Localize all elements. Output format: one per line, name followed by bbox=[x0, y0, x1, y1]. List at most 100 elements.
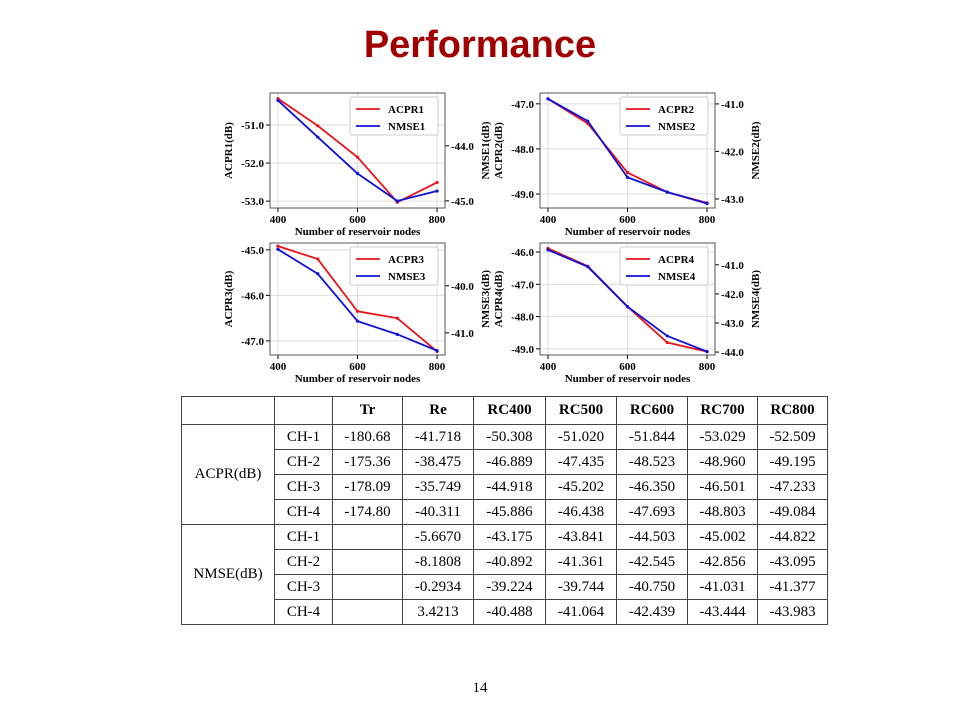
value-cell: -49.084 bbox=[757, 499, 828, 525]
value-cell: -48.803 bbox=[687, 499, 758, 525]
y-axis-label: ACPR1(dB) bbox=[223, 122, 235, 179]
y-right-tick-label: -43.0 bbox=[721, 194, 744, 206]
value-cell: -42.856 bbox=[687, 549, 758, 575]
value-cell: -39.744 bbox=[545, 574, 617, 600]
value-cell: -45.202 bbox=[545, 474, 617, 500]
value-cell: -174.80 bbox=[332, 499, 403, 525]
data-point bbox=[355, 319, 360, 323]
value-cell: -47.435 bbox=[545, 449, 617, 475]
value-cell: -41.064 bbox=[545, 599, 617, 625]
y-tick-label: -45.0 bbox=[241, 245, 264, 257]
data-point bbox=[316, 124, 320, 128]
value-cell: -43.175 bbox=[473, 524, 546, 550]
y-right-tick-label: -41.0 bbox=[721, 99, 744, 111]
legend-label: NMSE4 bbox=[658, 271, 696, 283]
value-cell: -46.889 bbox=[473, 449, 546, 475]
data-point bbox=[586, 265, 590, 269]
x-tick-label: 600 bbox=[349, 214, 366, 226]
column-header: RC400 bbox=[473, 396, 546, 425]
y-tick-label: -46.0 bbox=[511, 247, 534, 259]
plot-frame bbox=[269, 242, 446, 356]
value-cell: -44.503 bbox=[616, 524, 688, 550]
channel-cell: CH-2 bbox=[274, 449, 333, 475]
data-point bbox=[395, 316, 399, 320]
y-tick-label: -51.0 bbox=[241, 120, 264, 132]
column-header: RC600 bbox=[616, 396, 688, 425]
x-tick-label: 600 bbox=[619, 361, 636, 373]
value-cell: -41.377 bbox=[757, 574, 828, 600]
y-right-tick-label: -42.0 bbox=[721, 289, 744, 301]
x-tick-label: 800 bbox=[429, 214, 446, 226]
data-point bbox=[546, 97, 550, 101]
data-point bbox=[316, 135, 320, 139]
y-tick-label: -47.0 bbox=[241, 336, 264, 348]
value-cell: -41.718 bbox=[402, 424, 474, 450]
data-point bbox=[665, 190, 669, 194]
x-tick-label: 400 bbox=[540, 361, 557, 373]
column-header: Tr bbox=[332, 396, 403, 425]
y-right-tick-label: -42.0 bbox=[721, 146, 744, 158]
value-cell: -40.311 bbox=[402, 499, 474, 525]
x-tick-label: 600 bbox=[619, 214, 636, 226]
data-point bbox=[276, 98, 280, 103]
data-point bbox=[355, 171, 360, 176]
legend-label: NMSE3 bbox=[388, 271, 426, 283]
chart-ch2: 400 600 800 -47.0 -48.0 -49.0 -41.0 -42.0 -43.0 A… bbox=[493, 92, 762, 238]
value-cell: -51.020 bbox=[545, 424, 617, 450]
value-cell: -35.749 bbox=[402, 474, 474, 500]
value-cell: -5.6670 bbox=[402, 524, 474, 550]
value-cell: -53.029 bbox=[687, 424, 758, 450]
data-point bbox=[705, 201, 709, 206]
y-axis-label: ACPR3(dB) bbox=[223, 270, 235, 327]
data-point bbox=[276, 244, 280, 248]
value-cell: -45.886 bbox=[473, 499, 546, 525]
page-number: 14 bbox=[472, 680, 488, 696]
column-header bbox=[181, 396, 275, 425]
value-cell: -48.523 bbox=[616, 449, 688, 475]
y-right-tick-label: -44.0 bbox=[721, 347, 744, 359]
value-cell: -43.095 bbox=[757, 549, 828, 575]
x-axis-label: Number of reservoir nodes bbox=[565, 226, 691, 238]
y-right-tick-label: -40.0 bbox=[451, 281, 474, 293]
value-cell: -46.350 bbox=[616, 474, 688, 500]
y-right-tick-label: -44.0 bbox=[451, 141, 474, 153]
y-axis-label: ACPR4(dB) bbox=[493, 270, 505, 327]
data-point bbox=[625, 175, 630, 179]
y-tick-label: -49.0 bbox=[511, 189, 534, 201]
value-cell: -40.488 bbox=[473, 599, 546, 625]
value-cell: -47.233 bbox=[757, 474, 828, 500]
plot-frame bbox=[539, 242, 716, 356]
table-row: CH-4 -174.80 -40.311 -45.886 -46.438 -47.693-… bbox=[182, 499, 828, 525]
table-row: CH-3 -0.2934 -39.224 -39.744 -40.750 -41.031-… bbox=[182, 574, 828, 600]
y-tick-label: -52.0 bbox=[241, 158, 264, 170]
value-cell bbox=[332, 599, 403, 625]
y-tick-label: -47.0 bbox=[511, 99, 534, 111]
channel-cell: CH-1 bbox=[274, 524, 333, 550]
value-cell: -46.438 bbox=[545, 499, 617, 525]
legend-label: NMSE1 bbox=[388, 121, 425, 133]
data-point bbox=[625, 305, 630, 309]
value-cell: -50.308 bbox=[473, 424, 546, 450]
data-point bbox=[395, 332, 399, 336]
data-point bbox=[316, 257, 320, 261]
legend-label: ACPR4 bbox=[658, 254, 695, 266]
data-point bbox=[435, 180, 439, 185]
data-point bbox=[705, 349, 709, 354]
channel-cell: CH-4 bbox=[274, 499, 333, 525]
column-header: RC700 bbox=[687, 396, 758, 425]
table-header-row: Tr Re RC400 RC500 RC600 RC700 RC800 bbox=[181, 396, 828, 425]
y-right-axis-label: NMSE3(dB) bbox=[480, 270, 492, 328]
table-row: NMSE(dB) CH-1 -5.6670 -43.175 -43.841 -44.503… bbox=[181, 524, 828, 625]
value-cell: -42.439 bbox=[616, 599, 688, 625]
data-point bbox=[546, 248, 550, 252]
table-row: CH-2 -175.36 -38.475 -46.889 -47.435 -48.523-… bbox=[182, 449, 828, 475]
plot-frame bbox=[539, 92, 716, 209]
y-tick-label: -47.0 bbox=[511, 279, 534, 291]
chart-ch1: 400 600 800 -51.0 -52.0 -53.0 -44.0 -45.0 ACPR1 N… bbox=[223, 92, 492, 238]
y-tick-label: -48.0 bbox=[511, 312, 534, 324]
y-right-axis-label: NMSE2(dB) bbox=[750, 121, 762, 179]
value-cell: -40.750 bbox=[616, 574, 688, 600]
table-row: CH-2 -8.1808 -40.892 -41.361 -42.545 -42.856-… bbox=[182, 549, 828, 575]
table-row: CH-3 -178.09 -35.749 -44.918 -45.202 -46.350-… bbox=[182, 474, 828, 500]
